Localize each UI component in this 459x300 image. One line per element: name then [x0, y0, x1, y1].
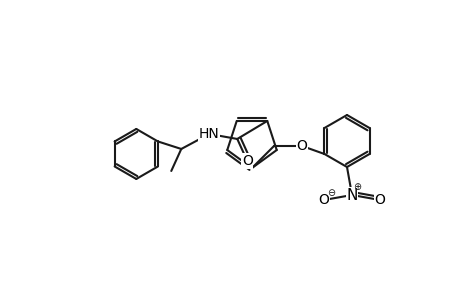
Text: HN: HN — [198, 127, 219, 141]
Text: N: N — [346, 188, 357, 202]
Text: ⊕: ⊕ — [352, 182, 360, 192]
Text: O: O — [296, 139, 307, 153]
Text: O: O — [241, 154, 252, 168]
Text: O: O — [318, 193, 329, 207]
Text: ⊖: ⊖ — [326, 188, 334, 198]
Text: O: O — [374, 193, 385, 207]
